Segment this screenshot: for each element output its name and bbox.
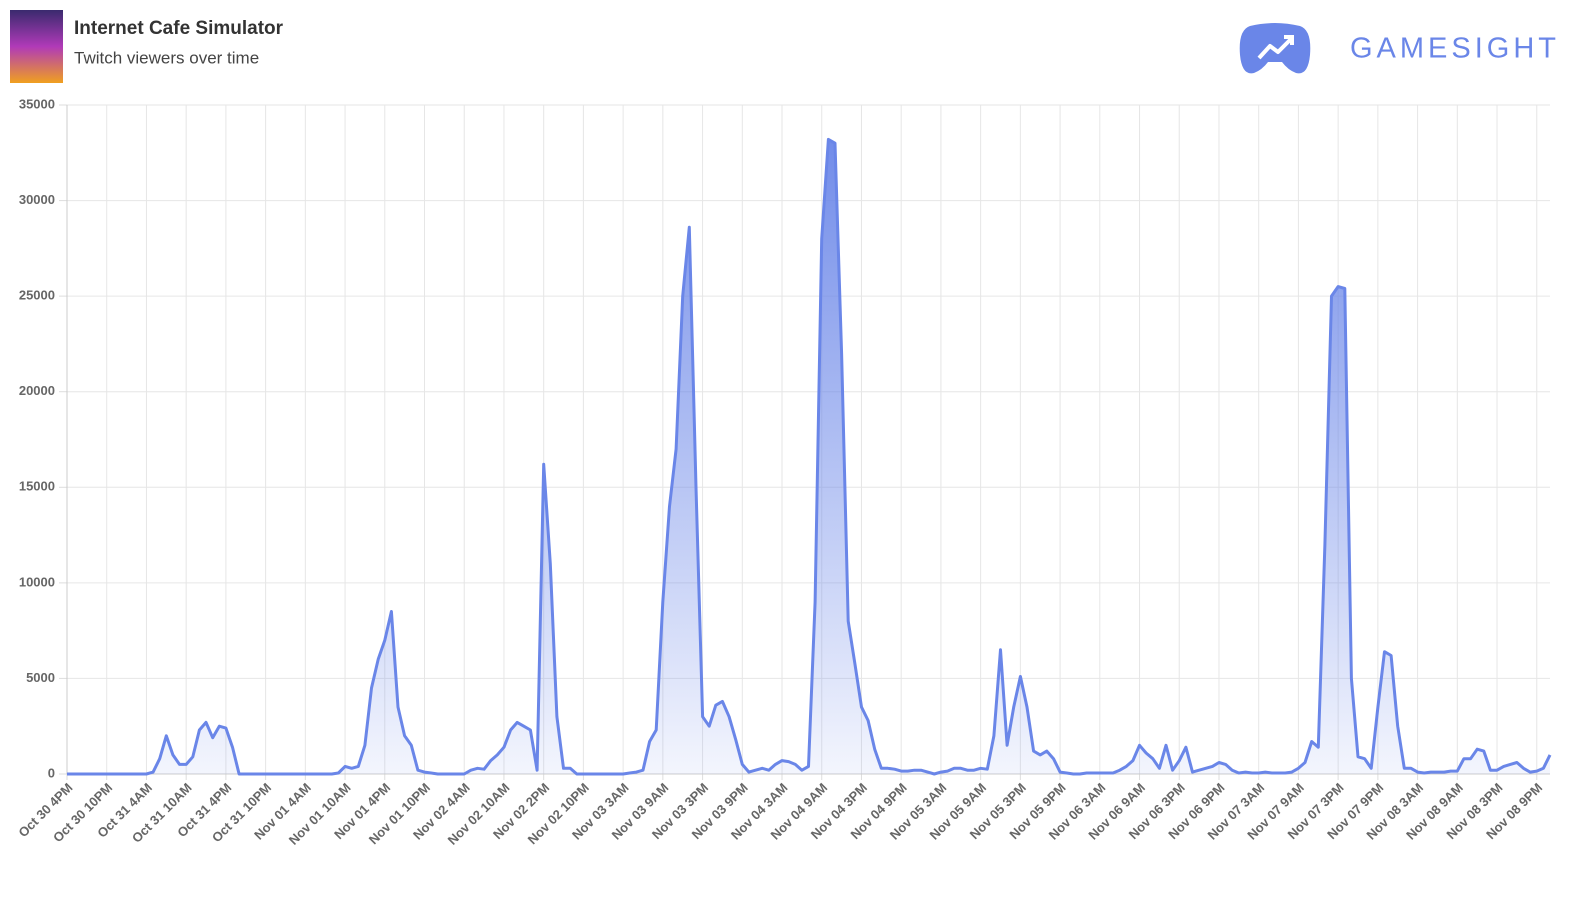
game-icon <box>10 10 63 83</box>
y-tick-label: 25000 <box>19 288 55 303</box>
subtitle: Twitch viewers over time <box>74 48 259 67</box>
y-tick-label: 5000 <box>26 670 55 685</box>
y-tick-label: 0 <box>48 765 55 780</box>
y-tick-label: 15000 <box>19 479 55 494</box>
logo-mark <box>1239 23 1311 74</box>
line <box>67 137 1552 776</box>
logo-text: GAMESIGHT <box>1350 33 1560 65</box>
y-tick-label: 30000 <box>19 192 55 207</box>
y-tick-label: 10000 <box>19 574 55 589</box>
y-tick-label: 20000 <box>19 383 55 398</box>
title: Internet Cafe Simulator <box>74 18 284 39</box>
y-tick-label: 35000 <box>19 96 55 111</box>
